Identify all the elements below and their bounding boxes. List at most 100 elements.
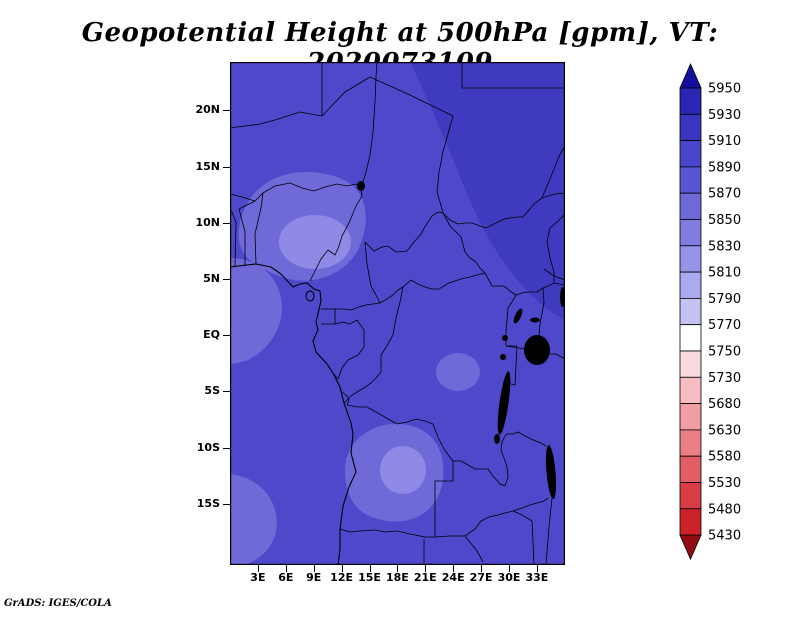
lon-tick-label: 6E xyxy=(278,571,294,584)
lon-tick-mark xyxy=(397,565,399,572)
colorbar-segment xyxy=(679,403,702,431)
colorbar-tick-label: 5890 xyxy=(708,160,741,175)
colorbar-segment xyxy=(679,508,702,536)
colorbar-tick-label: 5580 xyxy=(708,450,741,465)
colorbar-segment xyxy=(679,219,702,247)
colorbar-tick-label: 5810 xyxy=(708,266,741,281)
lon-tick-label: 27E xyxy=(469,571,493,584)
colorbar-segment xyxy=(679,245,702,273)
colorbar-tick-label: 5830 xyxy=(708,239,741,254)
lat-tick-mark xyxy=(223,503,230,505)
colorbar-tick-label: 5750 xyxy=(708,345,741,360)
lon-tick-label: 9E xyxy=(306,571,322,584)
lat-tick-mark xyxy=(223,166,230,168)
lake-kyoga xyxy=(530,317,540,323)
lon-tick-mark xyxy=(536,565,538,572)
colorbar-tick-label: 5680 xyxy=(708,397,741,412)
colorbar-tick-label: 5950 xyxy=(708,82,741,97)
colorbar-segment xyxy=(679,192,702,220)
colorbar-segment xyxy=(679,297,702,326)
lon-tick-mark xyxy=(313,565,315,572)
colorbar-segment xyxy=(679,376,702,404)
lat-tick-label: 15S xyxy=(196,496,220,510)
lake-kivu xyxy=(500,354,506,360)
colorbar-tick-label: 5870 xyxy=(708,187,741,202)
colorbar-tick-label: 5850 xyxy=(708,213,741,228)
lat-tick-mark xyxy=(223,391,230,393)
country-borders xyxy=(230,62,565,565)
lon-tick-label: 12E xyxy=(330,571,353,584)
lon-tick-label: 15E xyxy=(358,571,381,584)
colorbar-segment xyxy=(679,113,702,141)
colorbar-segment xyxy=(679,140,702,168)
lon-tick-mark xyxy=(285,565,287,572)
lake-tanganyika xyxy=(497,371,511,435)
lakes xyxy=(357,181,565,499)
colorbar-segment xyxy=(679,87,702,115)
lon-tick-mark xyxy=(369,565,371,572)
shaded-region-sw-corner xyxy=(230,474,277,565)
map-area xyxy=(230,62,565,565)
lon-tick-mark xyxy=(509,565,510,572)
lon-tick-label: 3E xyxy=(250,571,266,584)
lat-tick-mark xyxy=(223,110,230,112)
shaded-region-gulf xyxy=(230,258,282,364)
colorbar-bottom-cap xyxy=(679,534,702,561)
lat-tick-label: EQ xyxy=(203,328,220,342)
lon-tick-mark xyxy=(341,565,343,572)
lake-mweru xyxy=(494,434,500,444)
lon-tick-label: 33E xyxy=(525,571,549,584)
lon-tick-mark xyxy=(481,565,483,572)
lat-tick-mark xyxy=(223,222,230,224)
colorbar-tick-label: 5530 xyxy=(708,476,741,491)
lon-tick-label: 24E xyxy=(441,571,465,584)
map-canvas xyxy=(230,62,565,565)
lon-tick-mark xyxy=(257,565,259,572)
lake-malawi xyxy=(545,445,557,499)
colorbar-tick-label: 5480 xyxy=(708,502,741,517)
colorbar-segment xyxy=(679,455,702,483)
lake-albert xyxy=(513,308,523,324)
colorbar-segment xyxy=(679,324,702,352)
lon-tick-label: 30E xyxy=(497,571,521,584)
lon-tick-label: 21E xyxy=(413,571,437,584)
lon-tick-label: 18E xyxy=(385,571,409,584)
source-credit: GrADS: IGES/COLA xyxy=(4,598,112,609)
lon-tick-mark xyxy=(425,565,427,572)
bioko-island xyxy=(305,290,315,302)
colorbar-segment xyxy=(679,482,702,510)
lat-tick-mark xyxy=(223,335,230,337)
lake-victoria xyxy=(524,335,550,365)
colorbar-tick-label: 5770 xyxy=(708,318,741,333)
shaded-region-low-angola-core xyxy=(380,446,426,494)
lat-tick-mark xyxy=(223,278,230,280)
shaded-region-high-ne xyxy=(410,62,565,320)
colorbar: 5950 5930 5910 5890 5870 5850 5830 5810 5790 5770… xyxy=(679,63,741,561)
lake-turkana xyxy=(560,287,565,307)
colorbar-tick-label: 5930 xyxy=(708,108,741,123)
coastline xyxy=(230,263,357,565)
colorbar-top-cap xyxy=(679,63,702,89)
lake-chad xyxy=(357,181,365,191)
colorbar-tick-label: 5430 xyxy=(708,529,741,544)
colorbar-tick-label: 5630 xyxy=(708,423,741,438)
lat-tick-label: 5S xyxy=(204,384,220,398)
shaded-region-congo xyxy=(436,353,480,391)
map-frame xyxy=(230,62,565,565)
lat-tick-label: 15N xyxy=(195,159,220,173)
shaded-region-low-nigeria-core xyxy=(279,215,351,269)
lon-tick-mark xyxy=(453,565,455,572)
lake-edward xyxy=(502,335,508,341)
lat-tick-label: 10S xyxy=(196,440,220,454)
colorbar-tick-label: 5730 xyxy=(708,371,741,386)
colorbar-segment xyxy=(679,271,702,299)
colorbar-tick-label: 5790 xyxy=(708,292,741,307)
lat-tick-label: 20N xyxy=(195,103,220,117)
colorbar-tick-label: 5910 xyxy=(708,134,741,149)
colorbar-segment xyxy=(679,350,702,378)
lat-tick-label: 5N xyxy=(203,271,220,285)
colorbar-segment xyxy=(679,429,702,457)
lat-tick-mark xyxy=(223,447,230,449)
colorbar-segment xyxy=(679,166,702,194)
